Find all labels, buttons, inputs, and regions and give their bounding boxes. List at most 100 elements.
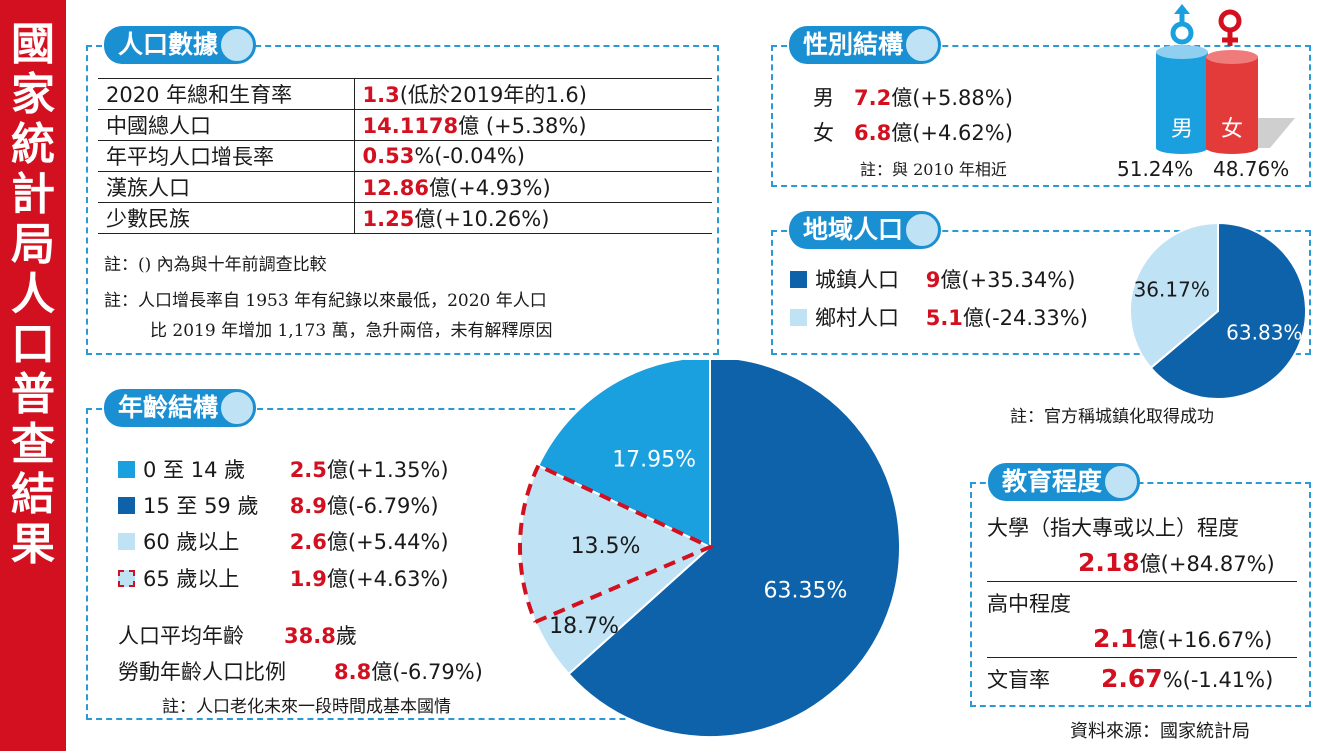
high-value: 2.1 [1093, 624, 1138, 653]
age-tag: 年齡結構 [104, 389, 257, 427]
illit-value: 2.67 [1101, 664, 1163, 693]
age-item-value: 2.5 [289, 458, 327, 482]
table-row: 少數民族 1.25億(+10.26%) [98, 202, 712, 234]
age-15-59-slice [567, 360, 901, 738]
female-bar-label: 女 [1221, 117, 1243, 142]
urban-label: 城鎮人口 [815, 268, 899, 292]
row-suffix: 億(+10.26%) [414, 207, 550, 231]
row-suffix: 億(+4.93%) [428, 176, 551, 200]
age-item-label: 60 歲以上 [143, 530, 240, 554]
row-value: 14.1178 [362, 114, 459, 138]
urban-row: 城鎮人口 9億(+35.34%) [790, 264, 1075, 294]
row-label: 漢族人口 [98, 171, 355, 203]
row-value: 0.53 [362, 144, 415, 168]
population-note-2-line-2: 比 2019 年增加 1,173 萬，急升兩倍，未有解釋原因 [150, 321, 553, 341]
uni-value: 2.18 [1078, 548, 1140, 577]
male-value: 7.2 [854, 86, 892, 110]
rural-value: 5.1 [925, 306, 963, 330]
age-item-value: 2.6 [289, 530, 327, 554]
high-suffix: 億(+16.67%) [1137, 628, 1273, 652]
illit-suffix: %(-1.41%) [1162, 668, 1274, 692]
male-bar-label: 男 [1171, 117, 1193, 142]
row-label: 年平均人口增長率 [98, 140, 355, 172]
uni-suffix: 億(+84.87%) [1139, 552, 1275, 576]
row-suffix: 億 (+5.38%) [458, 114, 587, 138]
male-label: 男 [813, 86, 834, 110]
page-title: 國家統計局人口普查結果 [11, 19, 55, 570]
age-item-label: 0 至 14 歲 [143, 458, 246, 482]
urban-value: 9 [925, 268, 941, 292]
table-row: 2020 年總和生育率 1.3(低於2019年的1.6) [98, 78, 712, 110]
female-pct: 48.76% [1213, 157, 1290, 181]
high-value-row: 2.1億(+16.67%) [1093, 624, 1272, 654]
education-tag: 教育程度 [988, 463, 1141, 501]
age-item: 60 歲以上 2.6億(+5.44%) [118, 526, 449, 556]
age-item-label: 15 至 59 歲 [143, 494, 259, 518]
row-suffix: %(-0.04%) [414, 144, 525, 168]
age-item-suffix: 億(+1.35%) [326, 458, 449, 482]
gender-cylinders-graphic: 男 女 [1156, 4, 1295, 154]
divider [987, 657, 1297, 658]
age-0-14-swatch [118, 461, 135, 478]
age-item-suffix: 億(-6.79%) [326, 494, 439, 518]
region-tag: 地域人口 [789, 211, 942, 249]
rural-slice-label: 36.17% [1134, 278, 1210, 302]
row-label: 中國總人口 [98, 109, 355, 141]
age-60-plus-swatch [118, 533, 135, 550]
source-credit: 資料來源：國家統計局 [1070, 721, 1250, 742]
work-age-row: 勞動年齡人口比例 8.8億(-6.79%) [118, 656, 483, 686]
illit-label: 文盲率 [987, 668, 1050, 692]
age-item: 15 至 59 歲 8.9億(-6.79%) [118, 490, 439, 520]
uni-label: 大學（指大專或以上）程度 [987, 516, 1239, 540]
avg-age-label: 人口平均年齡 [118, 624, 244, 648]
rural-slice [1129, 221, 1219, 370]
urban-slice-label: 63.83% [1226, 320, 1302, 344]
row-value: 1.3 [362, 83, 400, 107]
age-pie-chart: 17.95% 63.35% 18.7% 13.5% [518, 360, 901, 738]
rural-swatch [790, 309, 807, 326]
urban-suffix: 億(+35.34%) [940, 268, 1076, 292]
female-suffix: 億(+4.62%) [891, 121, 1013, 145]
education-panel [970, 482, 1311, 707]
gender-tag: 性別結構 [789, 26, 942, 64]
table-row: 中國總人口 14.1178億 (+5.38%) [98, 109, 712, 141]
row-suffix: (低於2019年的1.6) [399, 83, 587, 107]
age-item-value: 8.9 [289, 494, 327, 518]
row-label: 2020 年總和生育率 [98, 78, 355, 110]
work-age-suffix: 億(-6.79%) [371, 660, 483, 684]
age-65-plus-outline [518, 462, 715, 624]
avg-age-suffix: 歲 [335, 624, 357, 648]
illit-row: 文盲率 2.67%(-1.41%) [987, 664, 1273, 694]
female-value: 6.8 [854, 121, 892, 145]
table-row: 年平均人口增長率 0.53%(-0.04%) [98, 140, 712, 172]
population-panel [86, 45, 719, 355]
table-row: 漢族人口 12.86億(+4.93%) [98, 171, 712, 203]
age-0-14-slice-label: 17.95% [612, 448, 696, 473]
uni-value-row: 2.18億(+84.87%) [1078, 548, 1275, 578]
age-60-plus-slice-label: 18.7% [549, 614, 619, 639]
female-label: 女 [813, 121, 834, 145]
urban-swatch [790, 271, 807, 288]
age-65-plus-swatch [118, 570, 135, 587]
avg-age-row: 人口平均年齡 38.8歲 [118, 620, 357, 650]
avg-age-value: 38.8 [284, 624, 336, 648]
age-item: 65 歲以上 1.9億(+4.63%) [118, 563, 449, 593]
population-table: 2020 年總和生育率 1.3(低於2019年的1.6) 中國總人口 14.11… [98, 78, 712, 234]
age-15-59-slice-label: 63.35% [763, 579, 847, 604]
gender-panel [771, 45, 1311, 187]
gender-note: 註：與 2010 年相近 [860, 160, 1007, 179]
age-item-label: 65 歲以上 [143, 567, 240, 591]
population-note-2-line-1: 註：人口增長率自 1953 年有紀錄以來最低，2020 年人口 [104, 291, 547, 311]
region-note: 註：官方稱城鎮化取得成功 [1010, 407, 1214, 427]
population-note-1: 註：() 內為與十年前調查比較 [104, 255, 327, 275]
rural-label: 鄉村人口 [815, 306, 899, 330]
title-banner: 國家統計局人口普查結果 [0, 0, 66, 751]
age-item-suffix: 億(+5.44%) [326, 530, 449, 554]
population-tag: 人口數據 [104, 26, 257, 64]
age-15-59-swatch [118, 497, 135, 514]
female-symbol-icon [1218, 9, 1242, 46]
row-value: 12.86 [362, 176, 429, 200]
region-panel [771, 230, 1311, 355]
rural-suffix: 億(-24.33%) [962, 306, 1088, 330]
age-65-plus-label: 13.5% [571, 534, 641, 559]
